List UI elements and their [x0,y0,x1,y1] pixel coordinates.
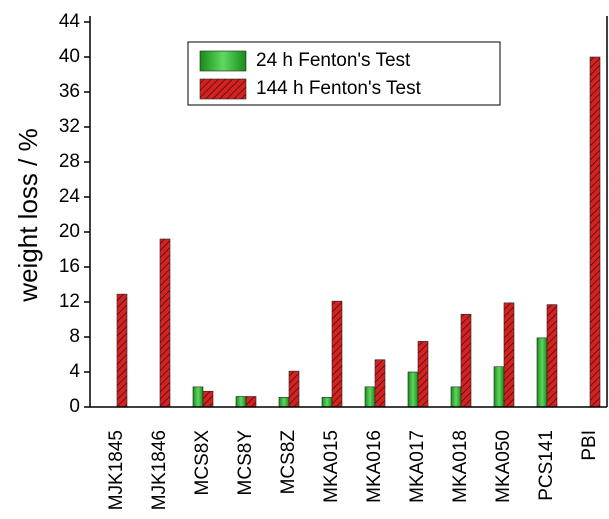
y-tick-label: 16 [59,256,80,277]
bar [116,293,128,408]
y-tick-label: 0 [69,396,80,417]
y-tick-label: 4 [69,361,80,382]
y-tick-label: 20 [59,221,80,242]
x-tick-label: MJK1846 [149,430,170,510]
bar [503,302,515,408]
bar [450,386,462,408]
bar [417,341,429,408]
x-tick-label: PBI [579,430,600,461]
bar [245,396,257,408]
legend-label: 24 h Fenton's Test [256,50,411,71]
y-tick-label: 36 [59,81,80,102]
bar [536,337,548,408]
bar [192,386,204,408]
bar [278,397,290,408]
y-tick-label: 24 [59,186,81,207]
bar [331,300,343,408]
y-tick-label: 44 [59,11,81,32]
bar [546,304,558,408]
bar [374,359,386,408]
x-tick-label: MKA017 [407,430,428,503]
x-tick-label: MCS8X [192,430,213,496]
legend-swatch [199,78,247,100]
bar [493,366,505,408]
bar [407,371,419,408]
bar [589,56,601,408]
y-tick-label: 32 [59,116,80,137]
x-tick-label: MJK1845 [106,430,127,510]
bar [202,390,214,408]
bar [159,238,171,408]
legend-swatch [199,50,247,72]
bar [288,370,300,408]
x-tick-label: MKA015 [321,430,342,503]
bar [235,396,247,408]
x-tick-label: MCS8Y [235,430,256,496]
y-axis-label: weight loss / % [13,128,43,302]
legend-label: 144 h Fenton's Test [256,78,422,99]
y-tick-label: 28 [59,151,80,172]
x-tick-label: PCS141 [536,430,557,501]
y-tick-label: 8 [69,326,80,347]
x-tick-label: MKA018 [450,430,471,503]
x-tick-label: MCS8Z [278,430,299,495]
y-tick-label: 40 [59,46,80,67]
bar [460,313,472,408]
x-tick-label: MKA050 [493,430,514,503]
bar [364,386,376,408]
bar [321,397,333,408]
x-tick-label: MKA016 [364,430,385,503]
y-tick-label: 12 [59,291,80,312]
